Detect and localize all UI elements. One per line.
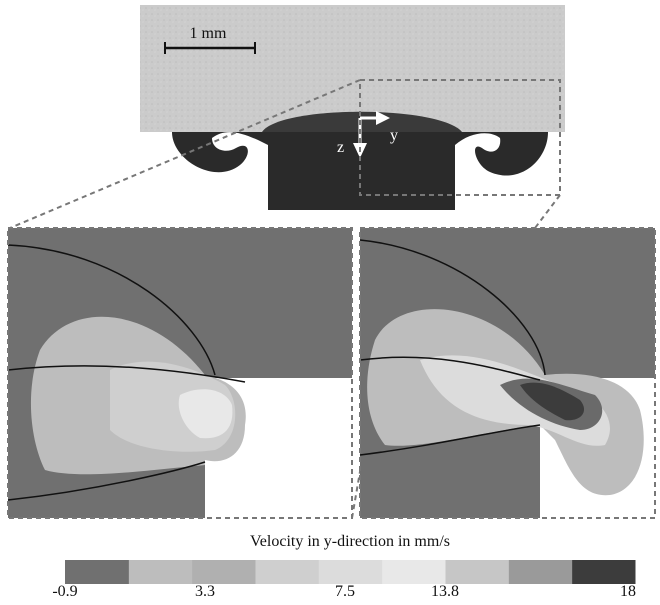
colorbar-tick-label: -0.9 bbox=[52, 583, 77, 600]
axis-label: z bbox=[337, 139, 344, 156]
colorbar-title: Velocity in y-direction in mm/s bbox=[250, 533, 450, 550]
colorbar-band bbox=[65, 560, 129, 584]
scale-bar-label: 1 mm bbox=[190, 25, 227, 42]
zoom-box bbox=[359, 79, 561, 196]
colorbar-band bbox=[255, 560, 319, 584]
colorbar-band bbox=[128, 560, 193, 584]
contour-band bbox=[520, 382, 585, 421]
extrudate-body bbox=[172, 132, 548, 210]
zoom-line bbox=[534, 194, 561, 229]
extrudate-dome bbox=[262, 111, 462, 132]
photo-background bbox=[140, 5, 565, 132]
colorbar-band bbox=[445, 560, 509, 584]
panel-frame bbox=[7, 227, 353, 519]
axis-label: y bbox=[390, 127, 398, 144]
colorbar-tick-label: 7.5 bbox=[335, 583, 355, 600]
colorbar: Velocity in y-direction in mm/s -0.9 3.3… bbox=[52, 533, 636, 600]
colorbar-band bbox=[571, 560, 636, 584]
colorbar-band bbox=[318, 560, 383, 584]
colorbar-tick-label: 18 bbox=[620, 583, 636, 600]
colorbar-tick-label: 3.3 bbox=[195, 583, 215, 600]
boundary-line bbox=[359, 239, 546, 456]
zoom-line bbox=[9, 79, 361, 229]
panel-frame bbox=[359, 227, 656, 519]
contour-panel-left bbox=[7, 227, 353, 519]
colorbar-band bbox=[191, 560, 256, 584]
colorbar-tick-label: 13.8 bbox=[431, 583, 459, 600]
contour-band bbox=[178, 389, 233, 439]
colorbar-band bbox=[381, 560, 446, 584]
axis-arrowhead bbox=[376, 111, 390, 125]
colorbar-band bbox=[508, 560, 573, 584]
micrograph: 1 mm y z bbox=[9, 5, 565, 519]
contour-panel-right bbox=[359, 227, 656, 519]
boundary-line bbox=[7, 244, 246, 501]
